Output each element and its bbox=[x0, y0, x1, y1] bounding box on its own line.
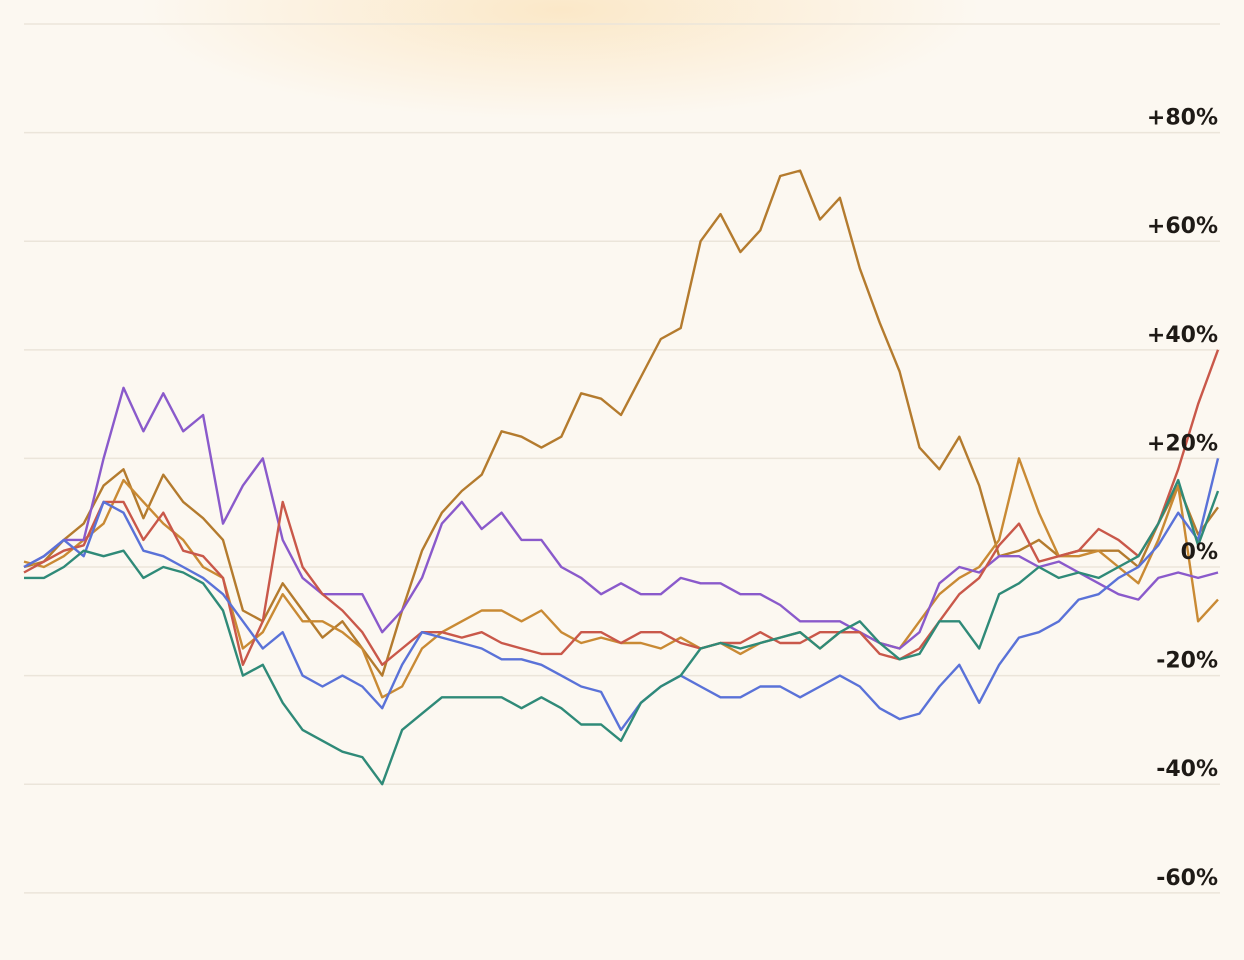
y-tick-label: -60% bbox=[1156, 866, 1218, 891]
series-line bbox=[23, 458, 1220, 732]
series-line bbox=[24, 478, 1220, 786]
y-tick-label: 0% bbox=[1181, 540, 1218, 565]
y-tick-label: +60% bbox=[1147, 214, 1218, 239]
y-tick-label: +20% bbox=[1147, 431, 1218, 456]
series-line bbox=[23, 386, 1219, 650]
series-line bbox=[23, 349, 1220, 666]
y-tick-label: +40% bbox=[1147, 323, 1218, 348]
series-line bbox=[23, 169, 1219, 677]
y-tick-label: -20% bbox=[1156, 649, 1218, 674]
y-tick-label: -40% bbox=[1156, 757, 1218, 782]
y-tick-label: +80% bbox=[1147, 106, 1218, 131]
